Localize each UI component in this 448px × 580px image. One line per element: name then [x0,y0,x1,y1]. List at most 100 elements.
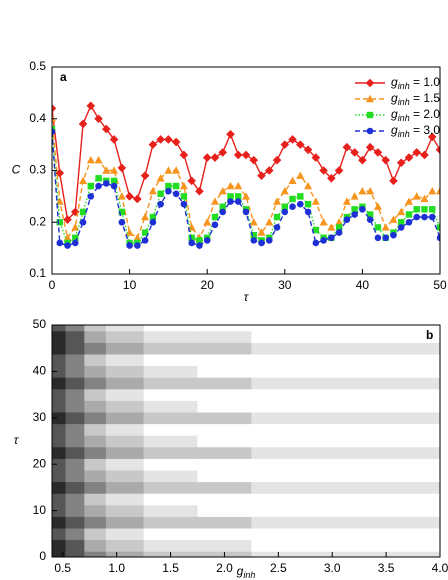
marker [374,234,382,242]
contour-cell [105,504,145,517]
marker [156,135,165,144]
marker [396,158,406,168]
marker [110,182,118,190]
marker [343,216,351,223]
y-tick-label: 10 [33,503,47,517]
marker [126,242,133,249]
marker [264,166,274,175]
contour-cell [197,325,252,332]
marker [125,228,134,236]
contour-cell [359,516,414,529]
contour-cell [305,481,360,494]
marker [218,148,228,157]
x-axis-label: τ [244,290,250,304]
contour-cell [65,551,85,557]
contour-cell [65,354,85,367]
marker [63,233,72,241]
contour-cell [105,539,145,552]
marker [149,218,157,226]
contour-cell [197,388,252,401]
marker [134,242,141,249]
contour-cell [413,330,440,343]
marker [258,239,265,247]
contour-cell [305,342,360,355]
marker [280,140,290,149]
y-axis-label: τ [14,433,20,447]
marker [273,197,282,205]
marker [210,153,220,162]
contour-cell [105,388,145,401]
contour-cell [84,388,107,401]
contour-cell [143,330,198,343]
contour-cell [65,342,85,355]
contour-cell [105,528,145,541]
marker [210,197,219,205]
contour-cell [359,446,414,459]
contour-cell [251,423,306,436]
marker [195,186,204,196]
x-tick-label: 1.0 [108,561,125,575]
marker [397,224,405,231]
marker [265,237,273,244]
marker [149,213,157,221]
contour-cell [143,435,198,448]
marker [140,171,150,180]
contour-cell [143,539,198,552]
marker [102,124,111,134]
contour-cell [305,528,360,541]
contour-cell [52,365,66,378]
contour-cell [65,365,85,378]
contour-cell [84,504,107,517]
contour-cell [359,458,414,471]
contour-cell [65,446,85,459]
contour-cell [65,423,85,436]
contour-cell [413,325,440,332]
contour-cell [359,325,414,332]
contour-cell [197,528,252,541]
y-tick-label: 40 [33,364,47,378]
contour-cell [359,504,414,517]
marker [157,190,164,197]
contour-cell [359,365,414,378]
contour-cell [251,470,306,483]
contour-cell [197,342,252,355]
marker [281,203,288,210]
marker [180,200,188,208]
series-line [52,104,440,222]
contour-cell [305,470,360,483]
marker [242,208,250,216]
marker [241,150,251,160]
marker [436,224,440,231]
marker [141,212,150,221]
x-tick-label: 2.0 [216,561,233,575]
marker [226,129,235,139]
contour-cell [251,412,306,425]
contour-cell [197,493,252,506]
marker [257,228,266,236]
x-tick-label: 40 [356,278,370,292]
marker [373,148,383,157]
contour-cell [105,481,145,494]
marker [164,166,173,174]
marker [233,150,243,160]
contour-cell [359,400,414,413]
y-tick-label: 0 [39,549,46,563]
marker [358,155,367,165]
contour-cell [143,342,198,355]
marker [64,242,71,249]
marker [412,192,421,200]
marker [235,193,242,200]
marker [359,206,366,213]
marker [296,171,305,179]
series-line [52,129,440,245]
contour-cell [84,539,107,552]
contour-cell [251,435,306,448]
contour-cell [65,388,85,401]
contour-cell [105,330,145,343]
contour-cell [305,325,360,332]
marker [404,197,413,205]
contour-cell [359,388,414,401]
panel-label: b [426,328,433,342]
contour-cell [65,400,85,413]
